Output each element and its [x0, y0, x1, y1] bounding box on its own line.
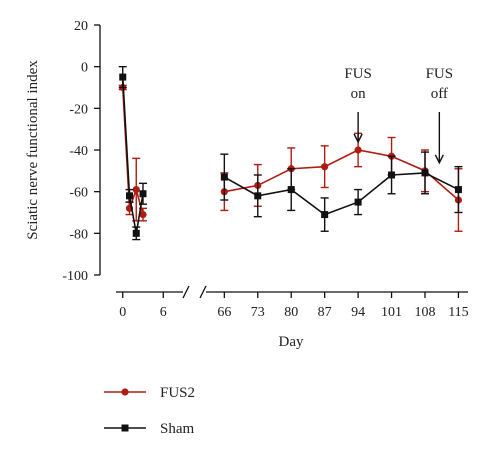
- legend-item-fus2: FUS2: [104, 385, 195, 401]
- y-axis-title: Sciatic nerve functional index: [25, 60, 41, 240]
- x-tick-label: 108: [415, 305, 436, 320]
- x-tick-label: 94: [351, 305, 365, 320]
- x-tick-label: 101: [381, 305, 402, 320]
- y-tick-label: -20: [69, 102, 88, 117]
- data-point: [287, 186, 295, 194]
- y-tick-label: 0: [81, 61, 88, 76]
- data-point: [321, 163, 329, 171]
- data-point: [388, 171, 396, 179]
- y-tick-label: -100: [62, 269, 88, 284]
- legend-label: Sham: [160, 421, 195, 437]
- data-point: [354, 198, 362, 206]
- data-point: [139, 190, 147, 198]
- axis-break-mark: [182, 285, 190, 299]
- annotation-text: on: [351, 86, 367, 102]
- data-point: [421, 169, 429, 177]
- y-tick-label: -80: [69, 227, 88, 242]
- x-tick-label: 6: [160, 305, 167, 320]
- x-tick-label: 0: [119, 305, 126, 320]
- data-point: [220, 173, 228, 181]
- annotation-text: FUS: [344, 66, 372, 82]
- annotation-arrowhead: [434, 154, 444, 165]
- series-line: [224, 149, 459, 201]
- data-point: [354, 146, 362, 154]
- legend-marker: [121, 424, 129, 432]
- annotation-text: FUS: [426, 66, 454, 82]
- x-tick-label: 73: [251, 305, 265, 320]
- x-tick-label: 87: [318, 305, 332, 320]
- axis-break-mark: [199, 285, 207, 299]
- x-axis-title: Day: [279, 334, 304, 350]
- series-line: [223, 172, 459, 216]
- data-point: [132, 229, 140, 237]
- y-tick-label: -60: [69, 186, 88, 201]
- data-point: [126, 192, 133, 200]
- annotation-fus-on: FUS on: [344, 66, 372, 144]
- legend-marker: [121, 388, 129, 396]
- series-layer: [118, 65, 463, 241]
- data-point: [139, 210, 147, 219]
- legend: FUS2 Sham: [104, 385, 195, 437]
- data-point: [321, 211, 329, 219]
- data-point: [454, 186, 462, 194]
- x-tick-label: 80: [284, 305, 298, 320]
- legend-item-sham: Sham: [104, 421, 195, 437]
- y-tick-label: -40: [69, 144, 88, 159]
- legend-label: FUS2: [160, 385, 195, 401]
- annotation-text: off: [431, 86, 448, 102]
- annotation-arrowhead: [353, 133, 363, 144]
- annotation-fus-off: FUS off: [426, 66, 454, 165]
- annotation-layer: FUS on FUS off: [344, 66, 454, 165]
- data-point: [254, 192, 262, 200]
- y-tick-label: 20: [74, 19, 88, 34]
- series-sham: [118, 65, 463, 241]
- data-point: [119, 73, 127, 81]
- x-tick-label: 115: [448, 305, 468, 320]
- data-point: [132, 185, 140, 194]
- x-tick-label: 66: [217, 305, 231, 320]
- series-line: [121, 77, 144, 234]
